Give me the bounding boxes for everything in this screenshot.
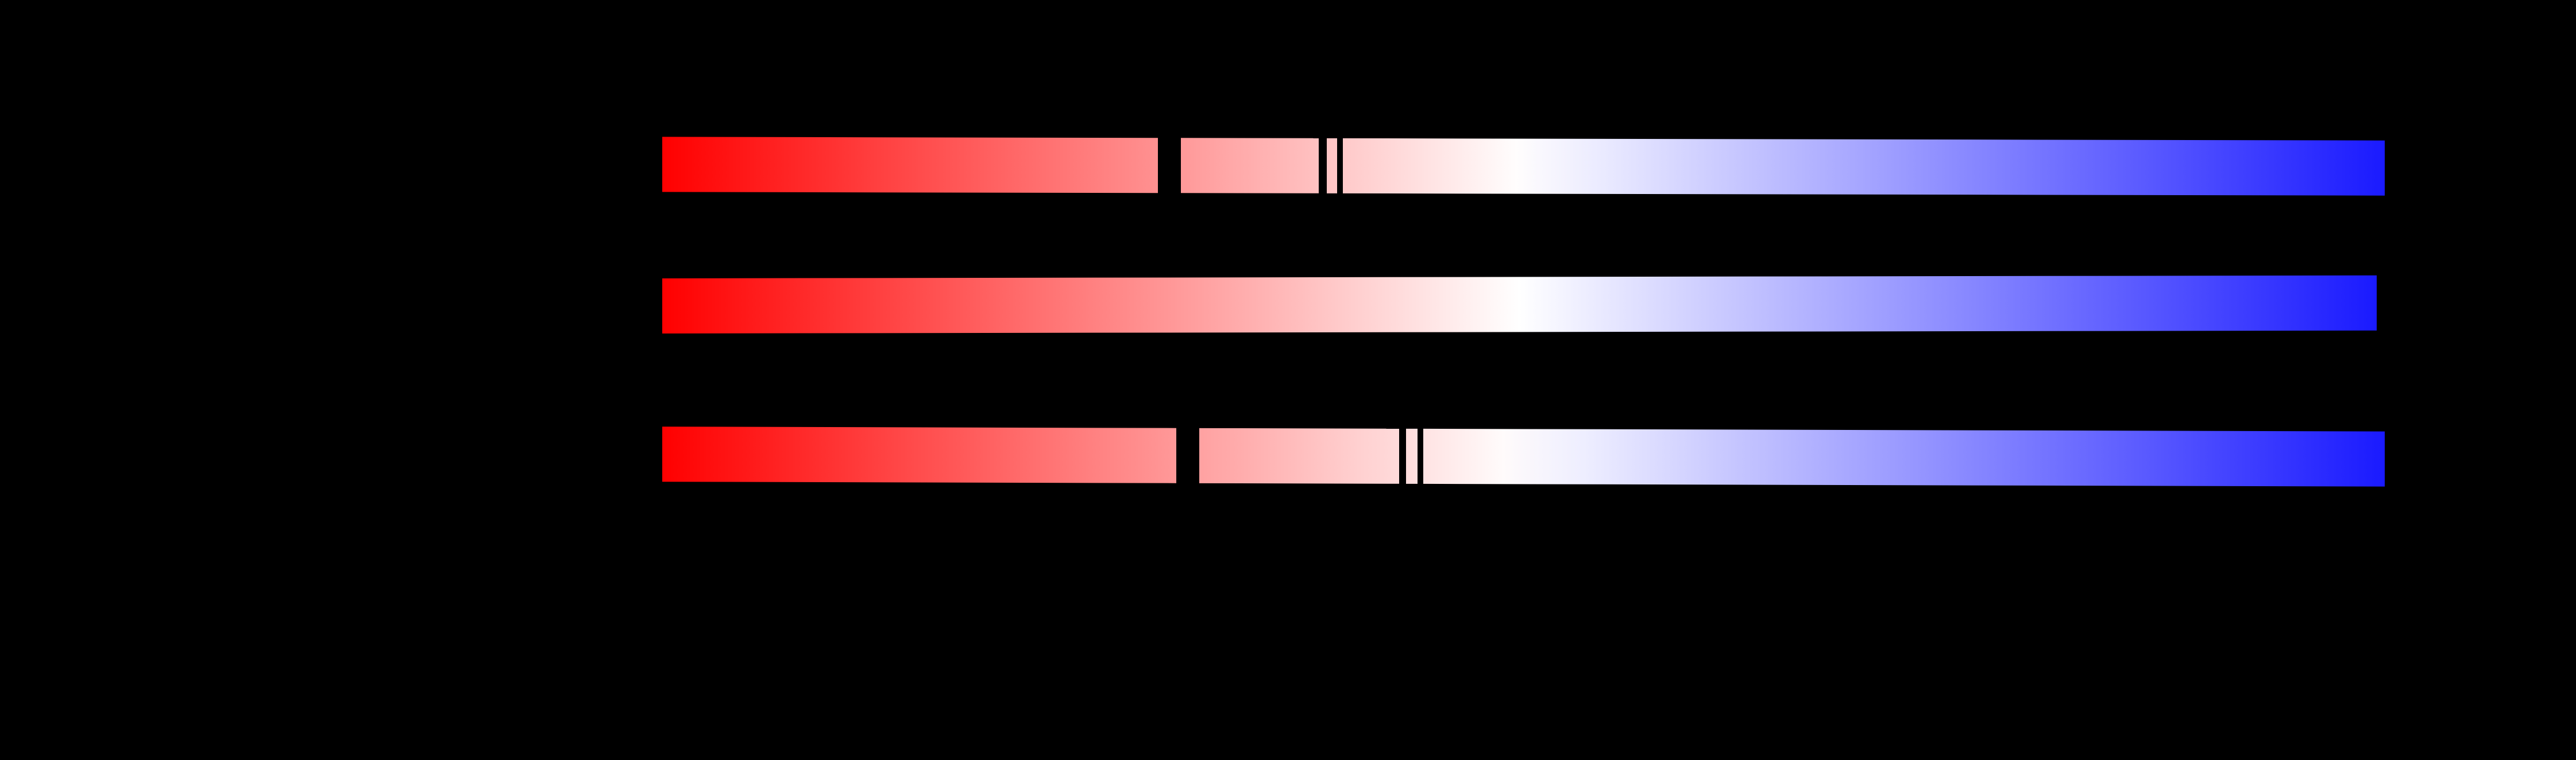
colorbar-strip-row-2 bbox=[0, 275, 2576, 335]
colorbar-segment bbox=[1327, 138, 1337, 193]
colorbar-strip-row-3 bbox=[0, 425, 2576, 487]
colorbar-segment bbox=[1423, 428, 2385, 487]
colorbar-segment bbox=[1181, 138, 1319, 193]
colorbar-segment bbox=[662, 426, 1176, 483]
colorbar-segment bbox=[1406, 428, 1418, 484]
colorbar-segment bbox=[1343, 138, 2385, 196]
colorbar-strip-row-1 bbox=[0, 135, 2576, 196]
colorbar-segment bbox=[1199, 428, 1399, 484]
colorbar-segment bbox=[662, 137, 1158, 193]
colorbar-segment bbox=[662, 275, 2377, 334]
